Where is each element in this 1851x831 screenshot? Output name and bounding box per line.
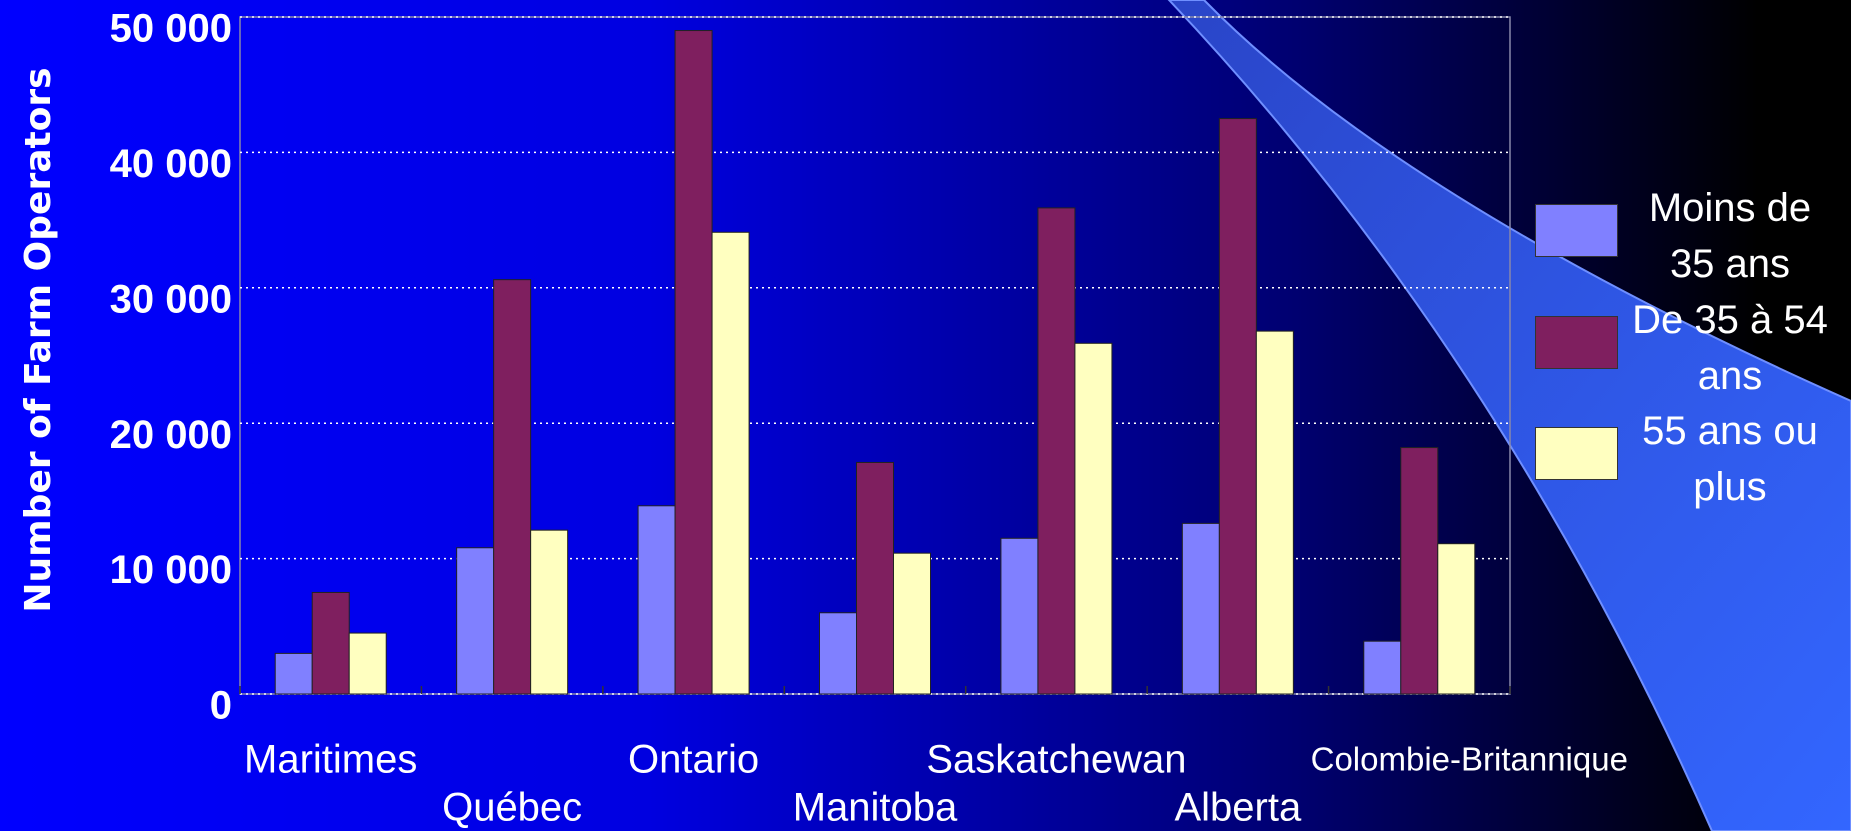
bar bbox=[348, 632, 387, 695]
legend-label: 55 ans ou plus bbox=[1642, 409, 1818, 509]
bar bbox=[311, 591, 350, 695]
bar bbox=[1363, 640, 1402, 695]
x-tick-label: Saskatchewan bbox=[926, 738, 1186, 782]
bar bbox=[674, 30, 713, 695]
bar bbox=[530, 529, 569, 695]
y-tick-label: 40 000 bbox=[110, 142, 232, 186]
x-tick-label: Manitoba bbox=[793, 786, 958, 830]
bar bbox=[1000, 537, 1039, 695]
bar bbox=[1181, 522, 1220, 695]
bar bbox=[856, 461, 894, 695]
bar bbox=[711, 231, 750, 695]
y-tick-label: 50 000 bbox=[110, 7, 232, 51]
bar bbox=[493, 279, 532, 695]
bar bbox=[637, 505, 676, 695]
y-axis-title: Number of Farm Operators bbox=[18, 67, 59, 612]
y-tick-label: 10 000 bbox=[110, 548, 232, 592]
bar bbox=[893, 552, 931, 695]
legend-label: Moins de 35 ans bbox=[1648, 186, 1812, 286]
x-tick-label: Colombie-Britannique bbox=[1311, 741, 1628, 778]
y-tick-label: 0 bbox=[210, 684, 232, 728]
y-tick-label: 30 000 bbox=[110, 277, 232, 321]
bar bbox=[1255, 330, 1294, 695]
x-tick-label: Alberta bbox=[1174, 786, 1301, 830]
bar bbox=[1037, 207, 1076, 695]
x-tick-label: Ontario bbox=[628, 738, 759, 782]
y-tick-label: 20 000 bbox=[110, 413, 232, 457]
x-tick-label: Maritimes bbox=[244, 738, 417, 782]
x-tick-label: Québec bbox=[442, 786, 582, 830]
legend-swatch bbox=[1535, 427, 1618, 480]
bar bbox=[1400, 447, 1439, 695]
bar bbox=[819, 612, 857, 695]
bar bbox=[1074, 342, 1113, 695]
legend-label: De 35 à 54 ans bbox=[1632, 298, 1828, 398]
bar bbox=[274, 652, 313, 695]
legend-swatch bbox=[1535, 316, 1618, 369]
bar bbox=[456, 547, 495, 695]
bar bbox=[1437, 543, 1476, 695]
bar bbox=[1218, 118, 1257, 695]
legend-swatch bbox=[1535, 204, 1618, 257]
